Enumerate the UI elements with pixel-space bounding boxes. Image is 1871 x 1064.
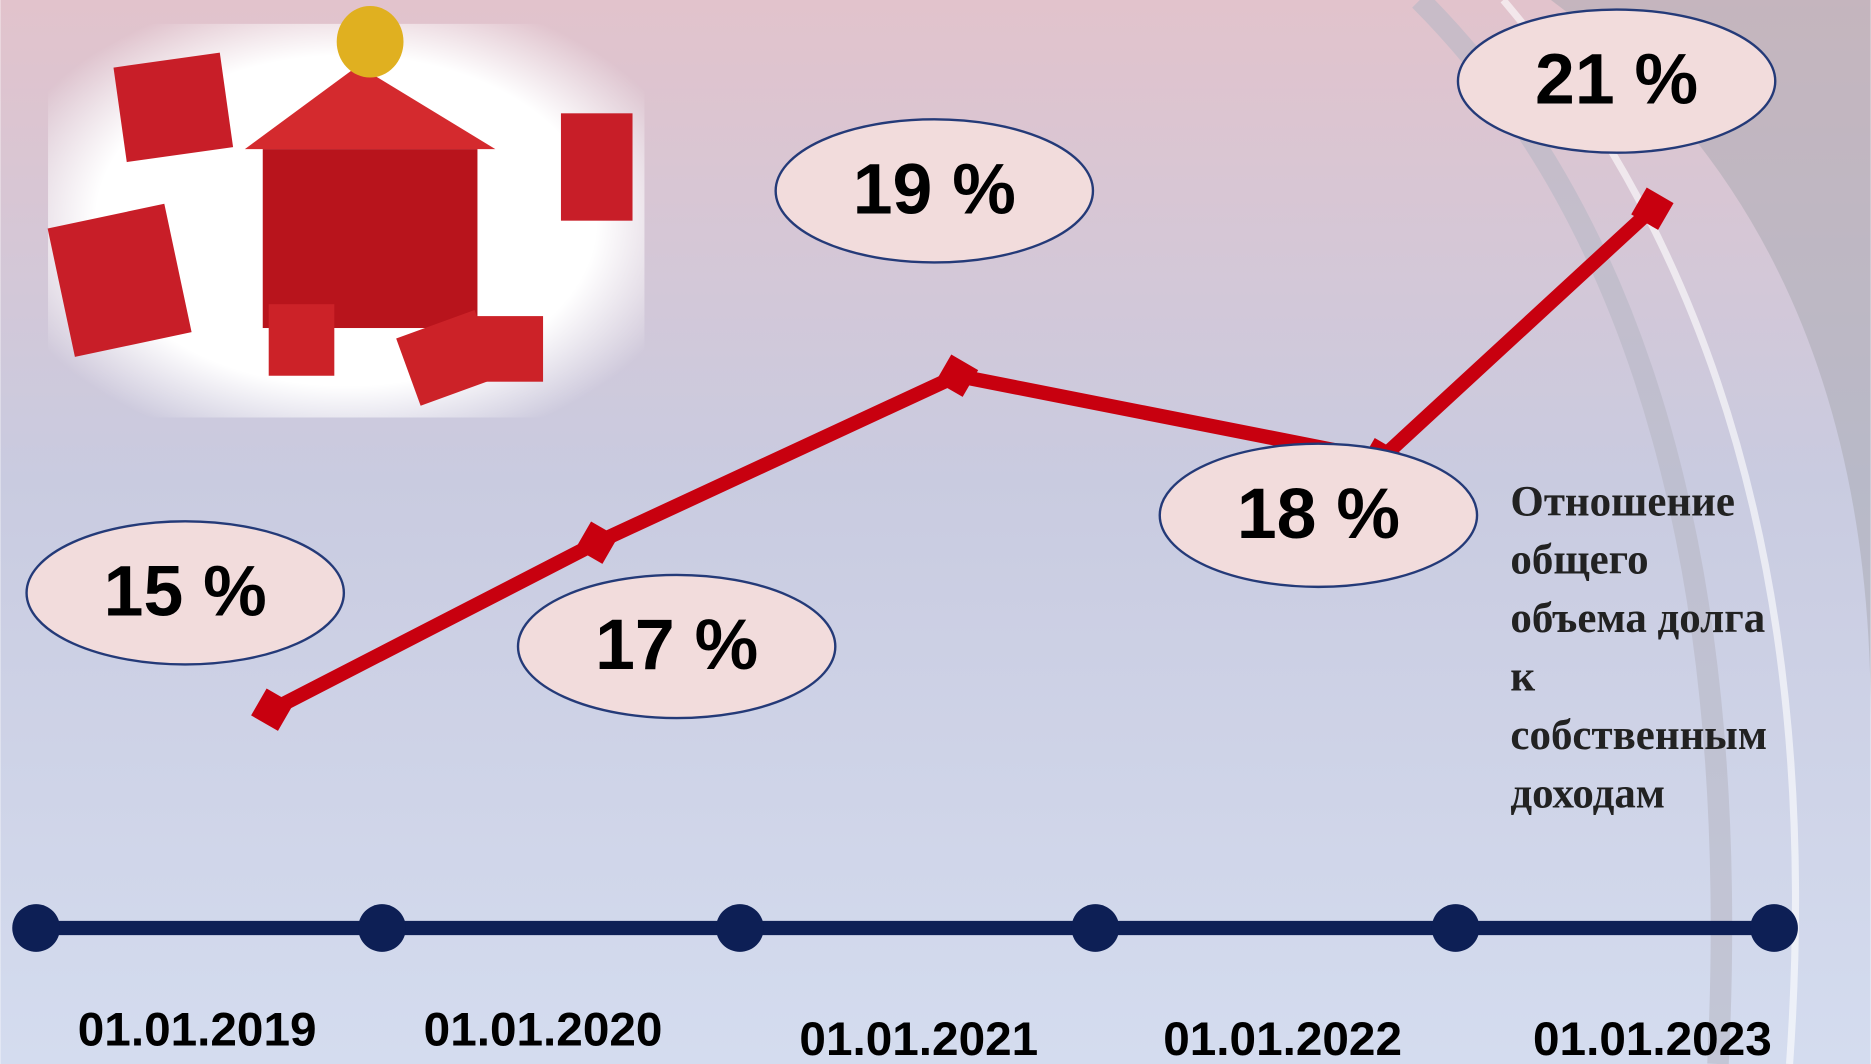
value-label: 18 % xyxy=(1237,474,1400,554)
point-marker xyxy=(575,521,618,564)
value-bubble xyxy=(516,573,837,720)
x-tick-label: 01.01.2019 xyxy=(78,1004,317,1057)
value-bubble xyxy=(25,520,346,666)
value-label: 19 % xyxy=(853,149,1016,229)
illustration xyxy=(47,5,645,418)
value-bubble xyxy=(1158,442,1479,589)
timeline-dot xyxy=(1071,904,1120,952)
value-label: 21 % xyxy=(1535,40,1698,120)
annotation-line: объема долга xyxy=(1510,595,1765,642)
annotation-line: общего xyxy=(1510,537,1648,584)
timeline-dot xyxy=(12,904,60,952)
value-label: 17 % xyxy=(595,605,758,685)
annotation-line: доходам xyxy=(1510,771,1665,818)
annotation-line: Отношение xyxy=(1510,478,1735,525)
point-marker xyxy=(251,688,294,731)
annotation-line: собственным xyxy=(1510,712,1767,759)
annotation-line: к xyxy=(1510,654,1535,701)
point-marker xyxy=(1631,187,1674,230)
timeline-dot xyxy=(1431,904,1480,952)
x-tick-label: 01.01.2020 xyxy=(424,1004,663,1057)
value-bubble xyxy=(774,118,1095,264)
timeline-dot xyxy=(358,904,406,952)
timeline-dot xyxy=(716,904,764,952)
decor-arc xyxy=(1550,0,1871,716)
x-tick-label: 01.01.2021 xyxy=(799,1013,1038,1064)
timeline-dot xyxy=(1750,904,1798,952)
x-tick-label: 01.01.2022 xyxy=(1163,1013,1402,1064)
x-tick-label: 01.01.2023 xyxy=(1533,1013,1772,1064)
value-bubble xyxy=(1456,8,1777,154)
value-label: 15 % xyxy=(104,551,267,631)
point-marker xyxy=(935,354,979,397)
timeline xyxy=(12,904,1798,952)
